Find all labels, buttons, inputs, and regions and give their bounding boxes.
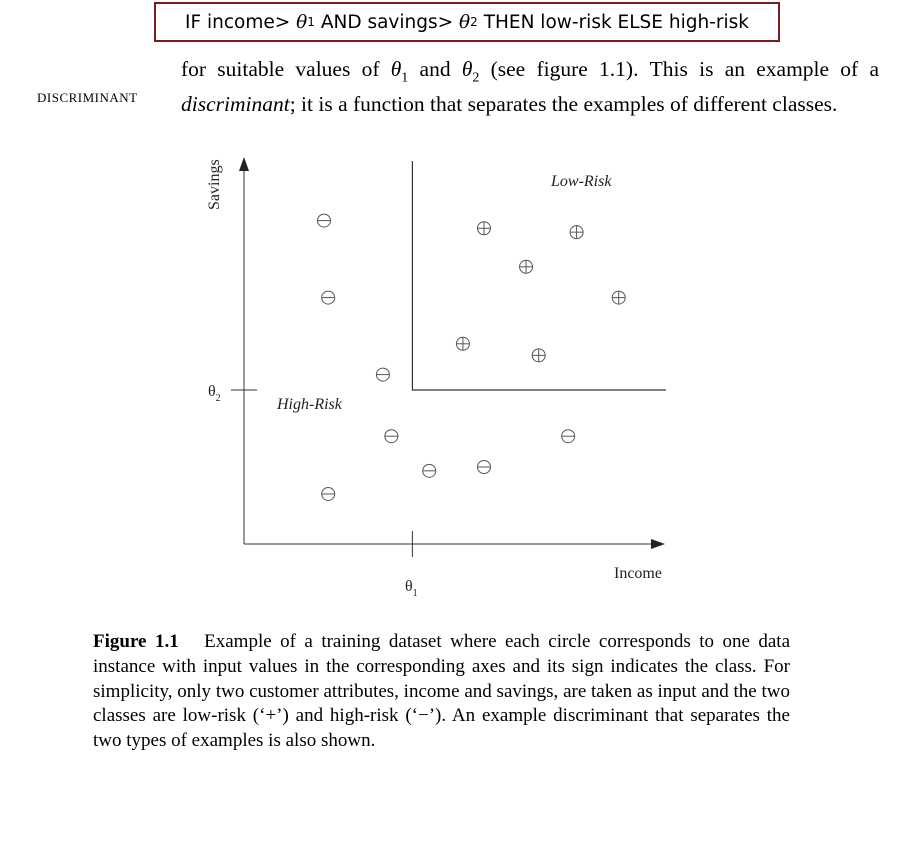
theta2-label: θ2 bbox=[208, 383, 221, 404]
para-sub-1: 1 bbox=[401, 70, 409, 86]
scatter-figure: Income Savings Low-Risk High-Risk θ1 θ2 bbox=[206, 157, 666, 599]
high-risk-point bbox=[561, 429, 576, 444]
figure-caption: Figure 1.1 Example of a training dataset… bbox=[93, 630, 790, 754]
caption-text: Example of a training dataset where each… bbox=[93, 631, 791, 752]
figure-labels: Income Savings Low-Risk High-Risk θ1 θ2 bbox=[206, 159, 662, 599]
para-emph: discriminant bbox=[181, 92, 290, 117]
y-axis-arrow bbox=[239, 157, 249, 171]
para-and: and bbox=[408, 57, 462, 81]
rule-sub-2: 2 bbox=[470, 15, 478, 29]
rule-theta-1: θ bbox=[296, 11, 308, 33]
para-theta-1: θ bbox=[390, 57, 402, 81]
high-risk-point bbox=[422, 463, 437, 478]
low-risk-point bbox=[519, 259, 534, 274]
rule-and: AND savings> bbox=[320, 11, 454, 33]
rule-theta-2: θ bbox=[459, 11, 471, 33]
rule-then: THEN low-risk ELSE high-risk bbox=[483, 11, 749, 33]
para-theta-2: θ bbox=[461, 57, 473, 81]
region-label-low-risk: Low-Risk bbox=[550, 173, 612, 190]
high-risk-point bbox=[384, 429, 399, 444]
para-part-1: for suitable values of bbox=[181, 57, 391, 81]
rule-if: IF income> bbox=[185, 11, 291, 33]
caption-label: Figure 1.1 bbox=[93, 631, 179, 652]
high-risk-point bbox=[321, 486, 336, 501]
high-risk-point bbox=[476, 460, 491, 474]
high-risk-point bbox=[316, 213, 331, 228]
body-paragraph: for suitable values of θ1 and θ2 (see fi… bbox=[181, 56, 879, 118]
x-axis-label: Income bbox=[614, 565, 662, 582]
high-risk-point bbox=[321, 290, 336, 305]
y-axis-label: Savings bbox=[206, 159, 223, 210]
low-risk-point bbox=[611, 290, 626, 305]
high-risk-point bbox=[375, 367, 390, 382]
region-label-high-risk: High-Risk bbox=[276, 396, 343, 413]
margin-term: DISCRIMINANT bbox=[37, 90, 138, 105]
low-risk-point bbox=[569, 225, 584, 240]
x-axis-arrow bbox=[651, 539, 665, 549]
para-part-3: ; it is a function that separates the ex… bbox=[289, 92, 838, 117]
data-points bbox=[316, 213, 626, 501]
low-risk-point bbox=[455, 336, 470, 351]
axes bbox=[231, 157, 666, 557]
para-sub-2: 2 bbox=[472, 70, 480, 86]
theta1-label: θ1 bbox=[405, 578, 418, 599]
discriminant-boundary bbox=[411, 161, 666, 391]
low-risk-point bbox=[476, 221, 491, 236]
low-risk-point bbox=[531, 348, 546, 363]
rule-sub-1: 1 bbox=[307, 15, 315, 29]
para-part-2: (see figure 1.1). This is an example of … bbox=[479, 57, 879, 81]
